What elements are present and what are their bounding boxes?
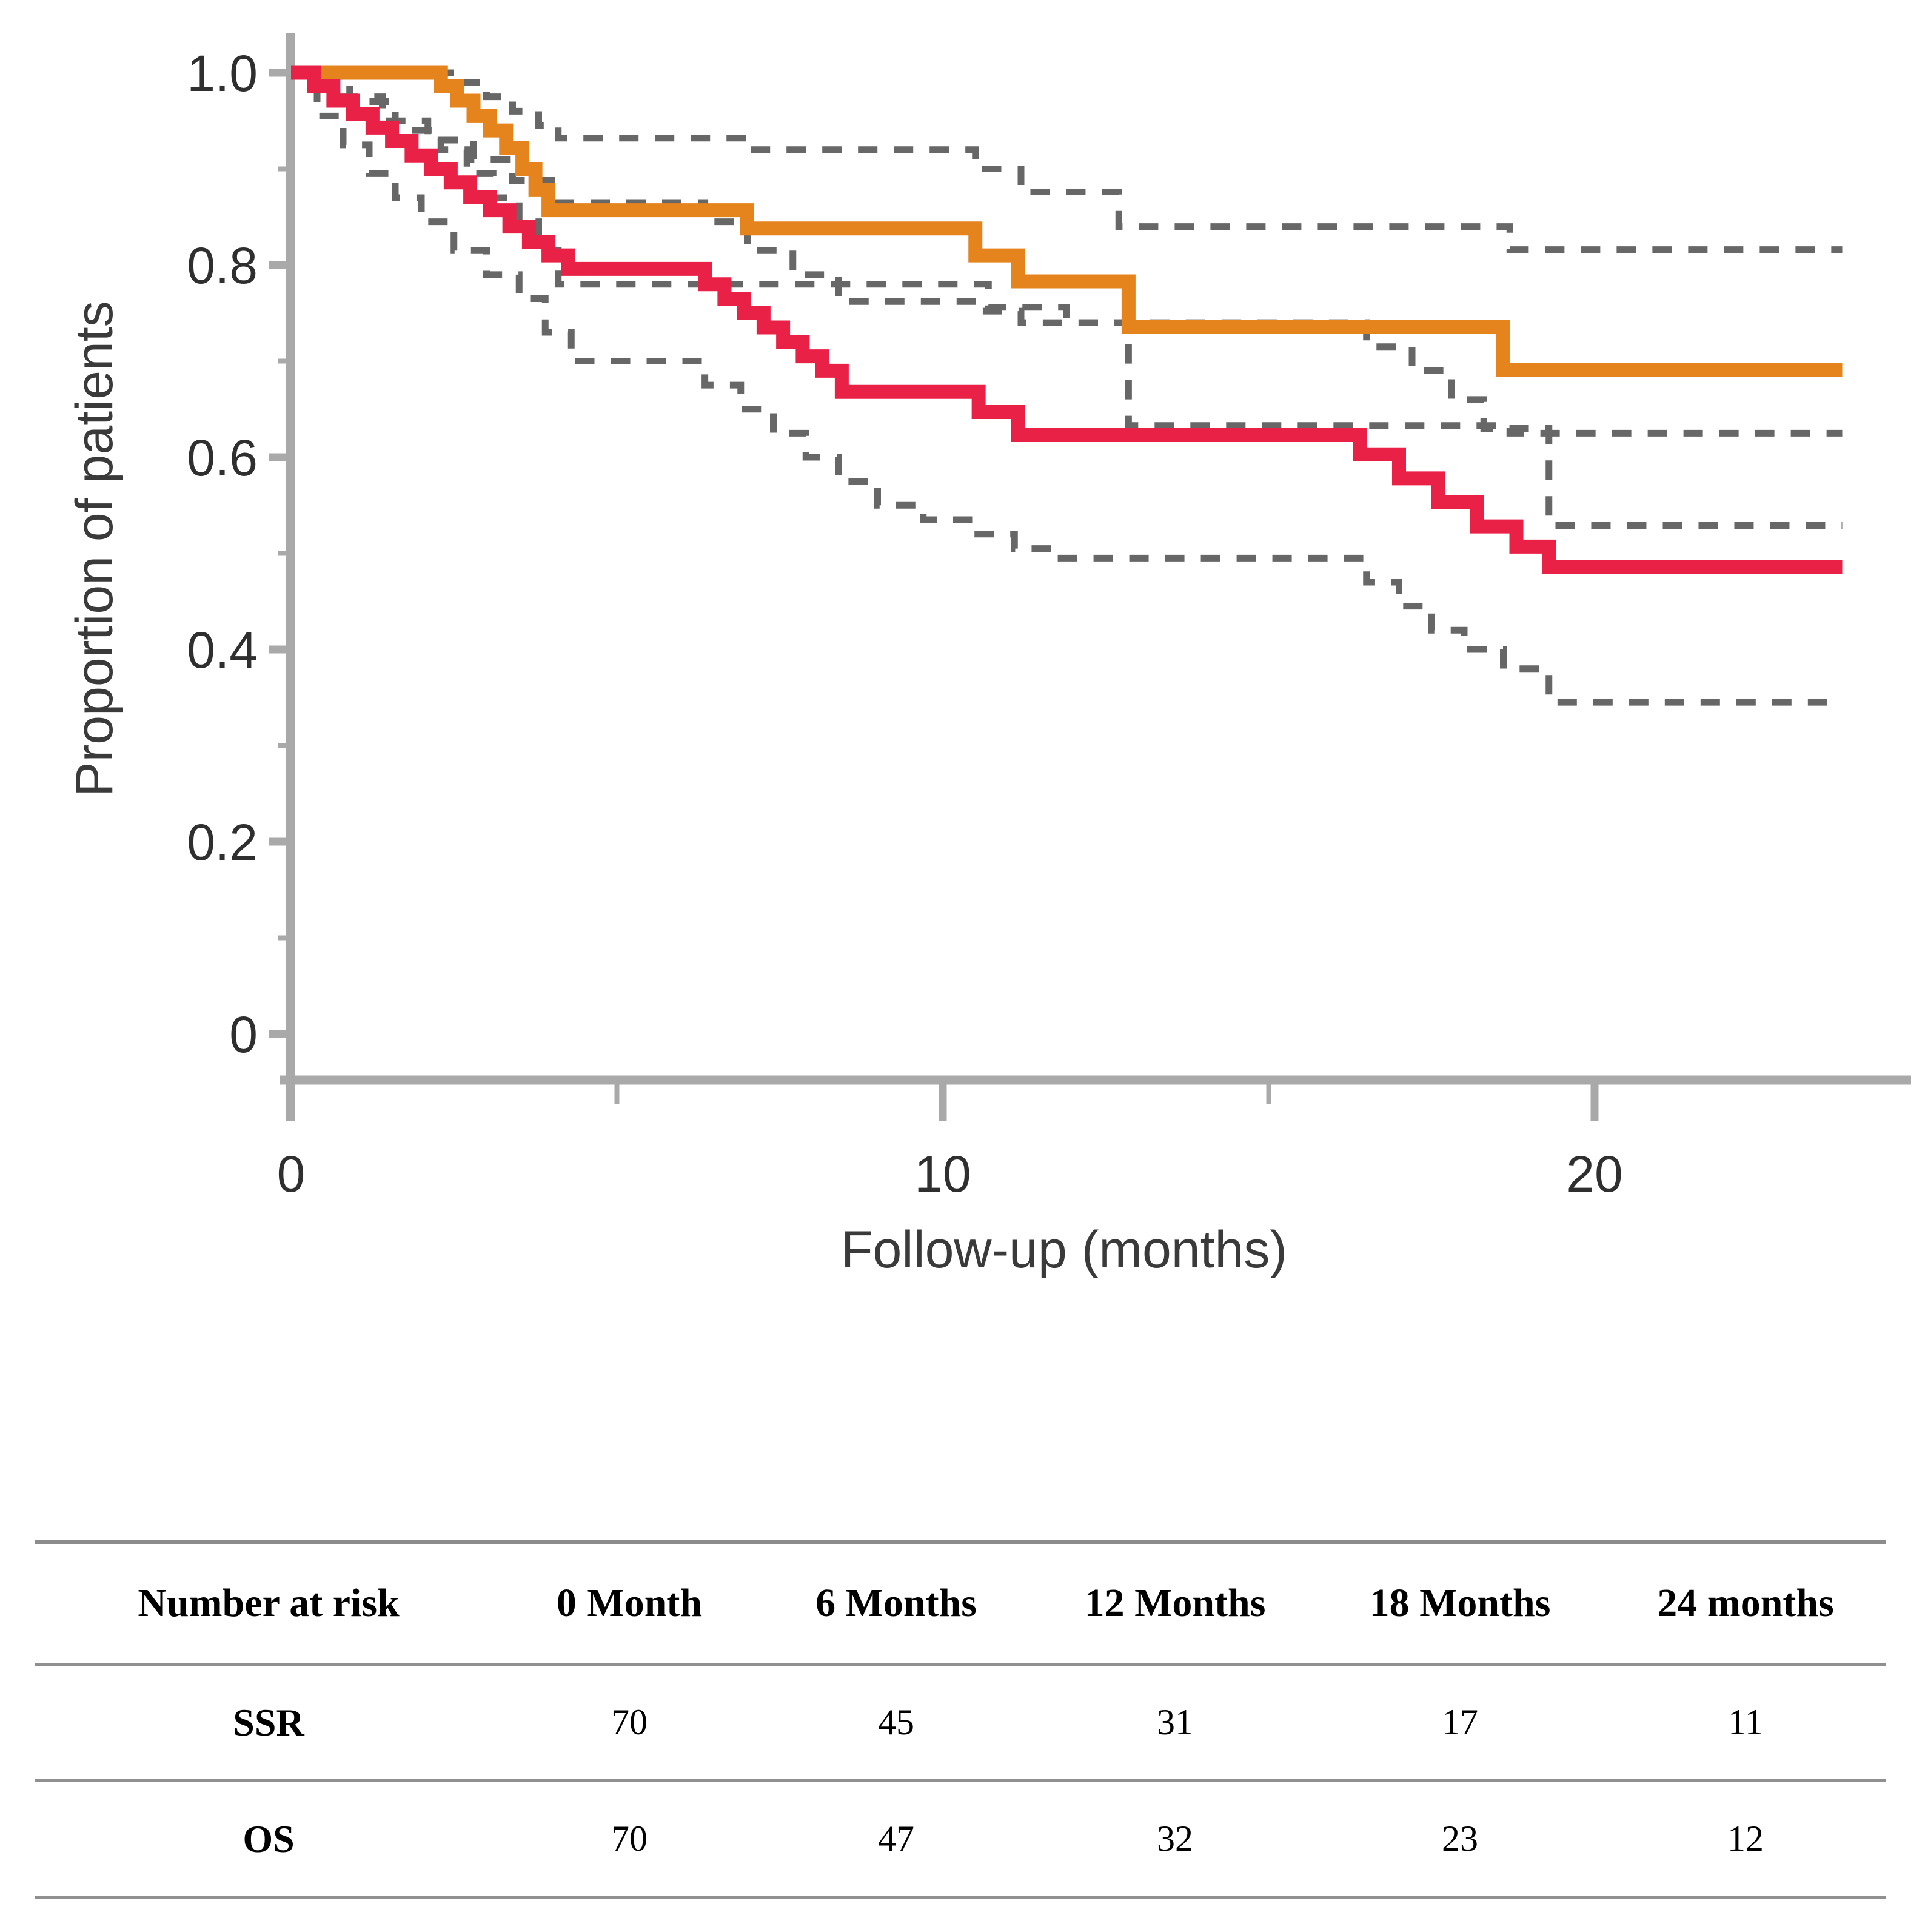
- survival-curves: [291, 65, 1843, 706]
- os-at-risk-18mo: 23: [1442, 1819, 1478, 1859]
- risk-table-header: 18 Months: [1369, 1581, 1551, 1625]
- y-tick-label: 0.8: [187, 237, 258, 294]
- y-tick-label: 0.2: [187, 814, 258, 871]
- y-tick-label: 0.4: [187, 622, 258, 679]
- ssr-at-risk-24mo: 11: [1728, 1702, 1763, 1742]
- ssr-curve: [291, 65, 1843, 574]
- ssr-lower-95ci-curve: [291, 69, 1843, 706]
- x-tick-label: 0: [277, 1145, 306, 1202]
- os-lower-95ci-curve: [291, 69, 1843, 437]
- os-at-risk-24mo: 12: [1727, 1819, 1764, 1859]
- risk-table-header: 12 Months: [1084, 1581, 1266, 1625]
- os-at-risk-12mo: 32: [1157, 1819, 1193, 1859]
- y-tick-label: 0: [229, 1006, 258, 1063]
- risk-table-row-ssr: SSR 70 45 31 17 11: [35, 1665, 1886, 1781]
- x-tick-label: 20: [1566, 1145, 1622, 1202]
- os-curve: [291, 65, 1843, 377]
- row-label-ssr: SSR: [233, 1700, 304, 1744]
- risk-table-header: Number at risk: [138, 1581, 400, 1625]
- risk-table-row-os: OS 70 47 32 23 12: [35, 1781, 1886, 1897]
- y-tick-label: 1.0: [187, 45, 258, 102]
- ssr-at-risk-18mo: 17: [1442, 1702, 1478, 1742]
- x-tick-label: 10: [914, 1145, 971, 1202]
- ssr-at-risk-6mo: 45: [878, 1702, 914, 1742]
- risk-table-header: 24 months: [1657, 1581, 1834, 1625]
- ssr-at-risk-0mo: 70: [611, 1702, 648, 1742]
- ssr-at-risk-12mo: 31: [1157, 1702, 1193, 1742]
- km-chart-area: 1.0 0.8 0.6 0.4 0.2 0 0 10 20 Proportion of pati…: [65, 33, 1911, 1279]
- risk-table-header: 6 Months: [815, 1581, 977, 1625]
- ssr-upper-95ci-curve: [291, 69, 1843, 529]
- risk-table-header: 0 Month: [556, 1581, 703, 1625]
- y-axis-title: Proportion of patients: [65, 301, 124, 797]
- y-tick-label: 0.6: [187, 429, 258, 486]
- axis-tick-labels: 1.0 0.8 0.6 0.4 0.2 0 0 10 20: [187, 45, 1623, 1202]
- row-label-os: OS: [243, 1817, 295, 1860]
- number-at-risk-table: Number at risk 0 Month 6 Months 12 Month…: [35, 1540, 1886, 1899]
- os-at-risk-0mo: 70: [611, 1819, 648, 1859]
- axis-ticks: [269, 69, 1599, 1121]
- km-plot: 1.0 0.8 0.6 0.4 0.2 0 0 10 20 Proportion of pati…: [65, 33, 1911, 1279]
- risk-table-header-row: Number at risk 0 Month 6 Months 12 Month…: [35, 1542, 1886, 1665]
- os-at-risk-6mo: 47: [878, 1819, 914, 1859]
- x-axis-title: Follow-up (months): [841, 1221, 1287, 1279]
